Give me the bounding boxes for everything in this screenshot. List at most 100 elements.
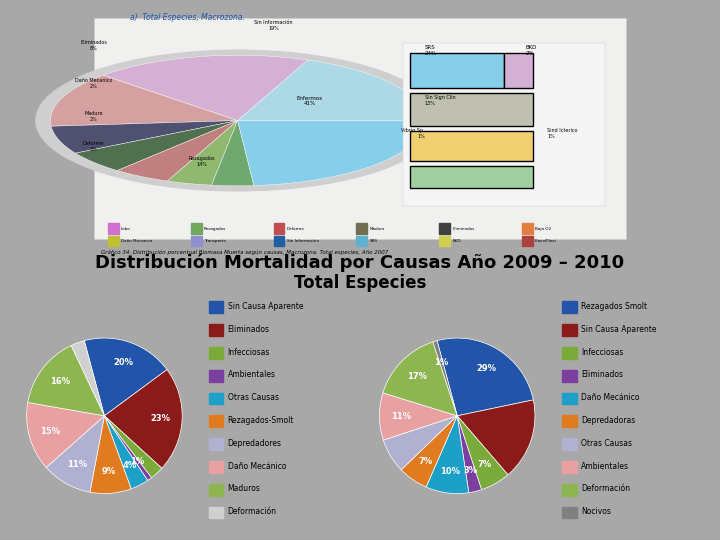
Text: Sin Causa Aparente: Sin Causa Aparente — [581, 325, 657, 334]
Text: Deformación: Deformación — [228, 507, 276, 516]
Wedge shape — [104, 416, 151, 481]
Text: Infecciosas: Infecciosas — [581, 348, 624, 356]
Bar — [562, 484, 577, 496]
Wedge shape — [28, 346, 104, 416]
Text: Rezagados-Smolt: Rezagados-Smolt — [228, 416, 294, 425]
FancyBboxPatch shape — [403, 43, 605, 206]
Bar — [274, 224, 284, 233]
Wedge shape — [46, 416, 104, 492]
Text: 1%: 1% — [130, 457, 144, 466]
Wedge shape — [103, 55, 307, 120]
Text: Deforme: Deforme — [287, 226, 305, 231]
Text: Daño Mecánico: Daño Mecánico — [228, 462, 286, 471]
Wedge shape — [117, 120, 238, 181]
Text: Sin Causa Aparente: Sin Causa Aparente — [228, 302, 303, 311]
Bar — [356, 236, 367, 246]
FancyBboxPatch shape — [410, 131, 533, 161]
Bar — [209, 347, 223, 359]
Bar — [562, 507, 577, 518]
Bar — [209, 438, 223, 450]
Wedge shape — [238, 60, 425, 120]
Bar — [562, 324, 577, 336]
Text: 7%: 7% — [477, 460, 492, 469]
Text: Rezagados Smolt: Rezagados Smolt — [581, 302, 647, 311]
Text: Nocivos: Nocivos — [581, 507, 611, 516]
FancyBboxPatch shape — [410, 166, 533, 188]
Wedge shape — [71, 341, 104, 416]
Text: Flavo/Flexi: Flavo/Flexi — [535, 239, 557, 243]
Bar — [562, 461, 577, 473]
Text: Infecciosas: Infecciosas — [228, 348, 270, 356]
Text: 1%: 1% — [434, 357, 449, 367]
Wedge shape — [383, 416, 457, 470]
Text: Sind Icterico
1%: Sind Icterico 1% — [547, 128, 577, 139]
Text: Maduros: Maduros — [228, 484, 261, 494]
FancyBboxPatch shape — [504, 53, 533, 88]
Bar — [562, 370, 577, 382]
Text: 7%: 7% — [418, 457, 432, 466]
Text: Daño Mecanico: Daño Mecanico — [121, 239, 152, 243]
Text: Ambientales: Ambientales — [581, 462, 629, 471]
Bar — [562, 301, 577, 313]
Text: 15%: 15% — [40, 427, 60, 436]
Text: BKD
2%: BKD 2% — [526, 45, 537, 56]
Wedge shape — [212, 120, 254, 186]
Text: SRS
24%: SRS 24% — [425, 45, 437, 56]
Wedge shape — [104, 416, 148, 489]
Bar — [562, 415, 577, 427]
Text: Eliminados: Eliminados — [228, 325, 269, 334]
Bar — [439, 236, 450, 246]
Wedge shape — [401, 416, 457, 487]
Bar — [209, 324, 223, 336]
Text: Enfermos
41%: Enfermos 41% — [297, 96, 323, 106]
Text: 11%: 11% — [391, 412, 411, 421]
Wedge shape — [27, 402, 104, 468]
FancyBboxPatch shape — [94, 18, 626, 239]
Wedge shape — [437, 338, 534, 416]
FancyBboxPatch shape — [410, 93, 533, 125]
Bar — [209, 461, 223, 473]
Wedge shape — [76, 120, 238, 171]
Bar — [522, 236, 533, 246]
Bar — [522, 224, 533, 233]
Text: Gráfico 34. Distribución porcentual Biomasa Muerta según causas, Macrozona. Tota: Gráfico 34. Distribución porcentual Biom… — [101, 249, 388, 255]
Bar — [209, 484, 223, 496]
Wedge shape — [90, 416, 131, 494]
Bar — [209, 370, 223, 382]
Text: Maduro: Maduro — [369, 226, 384, 231]
Text: Daño Mecánico: Daño Mecánico — [581, 393, 640, 402]
Text: Sin Sign Clin
13%: Sin Sign Clin 13% — [425, 96, 456, 106]
Text: Sin Información: Sin Información — [287, 239, 319, 243]
Bar — [191, 236, 202, 246]
Text: Distribución Mortalidad por Causas Año 2009 – 2010: Distribución Mortalidad por Causas Año 2… — [96, 253, 624, 272]
Text: 10%: 10% — [440, 467, 460, 476]
Wedge shape — [84, 338, 167, 416]
Wedge shape — [104, 369, 182, 468]
Text: Deforme
3%: Deforme 3% — [83, 141, 104, 152]
Wedge shape — [457, 400, 535, 475]
Bar — [562, 438, 577, 450]
Text: SRS: SRS — [369, 239, 377, 243]
Text: Fliminados: Fliminados — [452, 226, 474, 231]
Wedge shape — [168, 120, 238, 185]
Bar — [209, 507, 223, 518]
Bar — [108, 224, 119, 233]
Bar — [439, 224, 450, 233]
Text: Otras Causas: Otras Causas — [228, 393, 279, 402]
Text: Daño Mecanico
2%: Daño Mecanico 2% — [75, 78, 112, 89]
Wedge shape — [51, 120, 238, 153]
Bar — [209, 301, 223, 313]
Text: Total Especies: Total Especies — [294, 274, 426, 293]
Bar — [274, 236, 284, 246]
Text: BKD: BKD — [452, 239, 461, 243]
Text: 11%: 11% — [67, 460, 87, 469]
Text: a)  Total Especies, Macrozona.: a) Total Especies, Macrozona. — [130, 13, 245, 22]
Bar — [562, 347, 577, 359]
Text: Rezagados: Rezagados — [204, 226, 226, 231]
Bar — [191, 224, 202, 233]
Text: Deformación: Deformación — [581, 484, 630, 494]
Bar — [209, 415, 223, 427]
Wedge shape — [379, 393, 457, 440]
Text: Maduro
2%: Maduro 2% — [84, 111, 103, 122]
Text: Otras Causas: Otras Causas — [581, 439, 632, 448]
